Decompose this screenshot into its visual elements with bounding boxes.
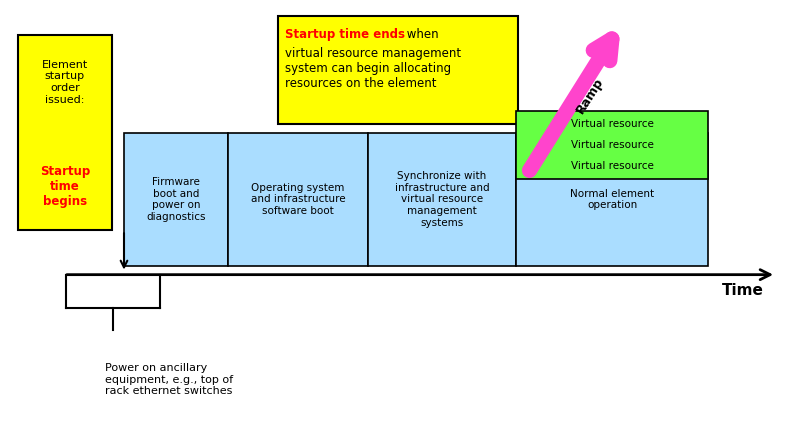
Text: Ramp: Ramp	[574, 75, 606, 116]
Text: Startup
time
begins: Startup time begins	[40, 164, 90, 208]
Text: Virtual resource: Virtual resource	[570, 140, 654, 150]
Text: Synchronize with
infrastructure and
virtual resource
management
systems: Synchronize with infrastructure and virt…	[394, 171, 490, 228]
Text: Time: Time	[722, 283, 764, 298]
FancyBboxPatch shape	[368, 133, 516, 266]
FancyBboxPatch shape	[516, 111, 708, 179]
FancyBboxPatch shape	[278, 16, 518, 124]
Text: Virtual resource: Virtual resource	[570, 161, 654, 171]
FancyBboxPatch shape	[18, 35, 112, 230]
Text: virtual resource management
system can begin allocating
resources on the element: virtual resource management system can b…	[285, 47, 461, 89]
Text: Power on ancillary
equipment, e.g., top of
rack ethernet switches: Power on ancillary equipment, e.g., top …	[105, 363, 233, 396]
Text: Operating system
and infrastructure
software boot: Operating system and infrastructure soft…	[250, 183, 346, 216]
Text: Virtual resource: Virtual resource	[570, 119, 654, 129]
Text: Startup time ends: Startup time ends	[285, 28, 405, 41]
Text: Firmware
boot and
power on
diagnostics: Firmware boot and power on diagnostics	[146, 177, 206, 222]
FancyBboxPatch shape	[228, 133, 368, 266]
Text: Normal element
operation: Normal element operation	[570, 189, 654, 210]
Text: Element
startup
order
issued:: Element startup order issued:	[42, 60, 88, 105]
FancyBboxPatch shape	[124, 133, 228, 266]
FancyBboxPatch shape	[516, 133, 708, 266]
Text: when: when	[403, 28, 439, 41]
